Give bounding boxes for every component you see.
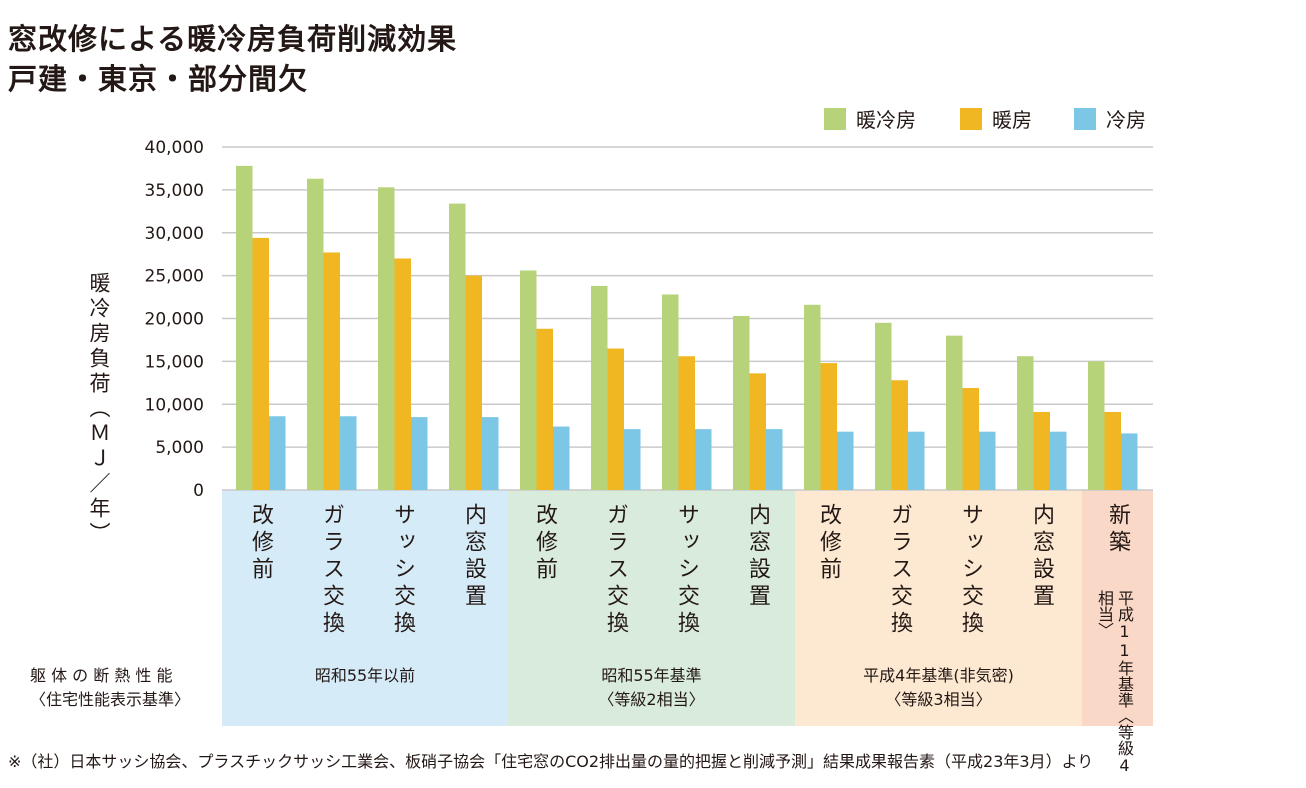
- x-category-label: 内窓設置: [461, 503, 486, 611]
- group-sublabel-text: 〈等級4相当〉: [1095, 590, 1134, 775]
- x-category-label: サッシ交換: [674, 503, 699, 638]
- bar-danreibo: [804, 304, 821, 490]
- row-label-line: 躯 体 の 断 熱 性 能: [30, 666, 173, 685]
- y-tick-label: 30,000: [145, 224, 204, 244]
- bar-danreibo: [591, 285, 608, 490]
- group-sublabel-text: 〈等級2相当〉: [598, 690, 705, 709]
- x-category-label: サッシ交換: [390, 503, 415, 638]
- legend-item-danbo: 暖房: [960, 104, 1032, 133]
- y-tick-label: 40,000: [145, 138, 204, 158]
- source-note: ※（社）日本サッシ協会、プラスチックサッシ工業会、板硝子協会「住宅窓のCO2排出…: [8, 752, 1094, 771]
- x-category-label: サッシ交換: [958, 503, 983, 638]
- legend-swatch-danreibo: [824, 107, 846, 130]
- group-label-heisei11: 平成11年基準〈等級4相当〉: [1094, 590, 1134, 788]
- y-tick-label: 15,000: [145, 352, 204, 372]
- x-category-label: 改修前: [816, 503, 841, 584]
- x-category-label: 改修前: [248, 503, 273, 584]
- bar-reibo: [766, 429, 783, 490]
- bar-danbo: [536, 328, 553, 490]
- bar-danbo: [1033, 411, 1050, 490]
- group-panel: [508, 490, 795, 726]
- legend-item-danreibo: 暖冷房: [824, 104, 916, 133]
- bar-danreibo: [378, 187, 395, 491]
- group-label-text: 昭和55年基準: [601, 666, 702, 685]
- bar-danbo: [252, 237, 269, 490]
- bar-danbo: [323, 252, 340, 490]
- chart-subtitle: 戸建・東京・部分間欠: [8, 62, 309, 96]
- bar-danbo: [1104, 411, 1121, 490]
- y-axis-label: 暖冷房負荷（ＭＪ／年）: [87, 272, 111, 547]
- bar-reibo: [695, 429, 712, 490]
- bar-danbo: [749, 373, 766, 490]
- group-panel: [222, 490, 508, 726]
- bar-danbo: [465, 275, 482, 490]
- bar-danbo: [891, 380, 908, 490]
- bar-reibo: [624, 429, 641, 490]
- bar-danreibo: [946, 335, 963, 490]
- x-category-label: ガラス交換: [319, 503, 344, 638]
- bar-danbo: [607, 348, 624, 490]
- bar-danreibo: [1088, 361, 1105, 490]
- x-category-label: 内窓設置: [745, 503, 770, 611]
- bar-reibo: [269, 416, 286, 490]
- bar-danbo: [820, 363, 837, 490]
- bar-reibo: [908, 431, 925, 490]
- group-label-heisei4: 平成4年基準(非気密) 〈等級3相当〉: [795, 664, 1082, 712]
- bar-danreibo: [662, 294, 679, 490]
- y-tick-label: 35,000: [145, 181, 204, 201]
- x-category-label: ガラス交換: [887, 503, 912, 638]
- row-label-line: 〈住宅性能表示基準〉: [30, 690, 191, 709]
- legend-swatch-danbo: [960, 107, 982, 130]
- bar-danbo: [962, 387, 979, 490]
- bar-reibo: [1121, 433, 1138, 490]
- bar-danbo: [678, 356, 695, 490]
- y-tick-label: 25,000: [145, 267, 204, 287]
- bar-reibo: [553, 426, 570, 490]
- bar-reibo: [979, 431, 996, 490]
- y-tick-label: 20,000: [145, 310, 204, 330]
- group-label-text: 平成4年基準(非気密): [863, 666, 1014, 685]
- bar-danreibo: [875, 322, 892, 490]
- y-tick-label: 0: [193, 481, 204, 501]
- bar-reibo: [1050, 431, 1067, 490]
- y-tick-label: 5,000: [155, 438, 204, 458]
- bar-danreibo: [520, 270, 537, 490]
- legend-label: 冷房: [1106, 108, 1146, 132]
- x-category-label: 改修前: [532, 503, 557, 584]
- bar-danbo: [394, 258, 411, 490]
- bar-danreibo: [449, 203, 466, 490]
- bar-danreibo: [1017, 356, 1034, 490]
- group-label-showa55-before: 昭和55年以前: [222, 664, 508, 688]
- legend-swatch-reibo: [1074, 107, 1096, 130]
- x-category-label: ガラス交換: [603, 503, 628, 638]
- group-label-text: 平成11年基準: [1115, 590, 1134, 708]
- group-label-text: 昭和55年以前: [314, 666, 416, 685]
- group-sublabel-text: 〈等級3相当〉: [885, 690, 992, 709]
- bar-danreibo: [733, 315, 750, 490]
- group-panel: [795, 490, 1082, 726]
- row-label-insulation: 躯 体 の 断 熱 性 能 〈住宅性能表示基準〉: [30, 664, 190, 712]
- bar-reibo: [482, 417, 499, 490]
- bar-danreibo: [236, 165, 253, 491]
- legend-label: 暖冷房: [856, 108, 916, 132]
- group-label-showa55: 昭和55年基準 〈等級2相当〉: [508, 664, 795, 712]
- x-category-label-shinchiku: 新築: [1105, 503, 1130, 557]
- bar-danreibo: [307, 178, 324, 491]
- legend-label: 暖房: [992, 108, 1032, 132]
- chart-title: 窓改修による暖冷房負荷削減効果: [8, 22, 458, 56]
- bar-reibo: [837, 431, 854, 490]
- bar-reibo: [340, 416, 357, 490]
- group-panel: [1082, 490, 1153, 726]
- y-tick-label: 10,000: [145, 395, 204, 415]
- legend-item-reibo: 冷房: [1074, 104, 1146, 133]
- bar-reibo: [411, 417, 428, 490]
- x-category-label: 内窓設置: [1029, 503, 1054, 611]
